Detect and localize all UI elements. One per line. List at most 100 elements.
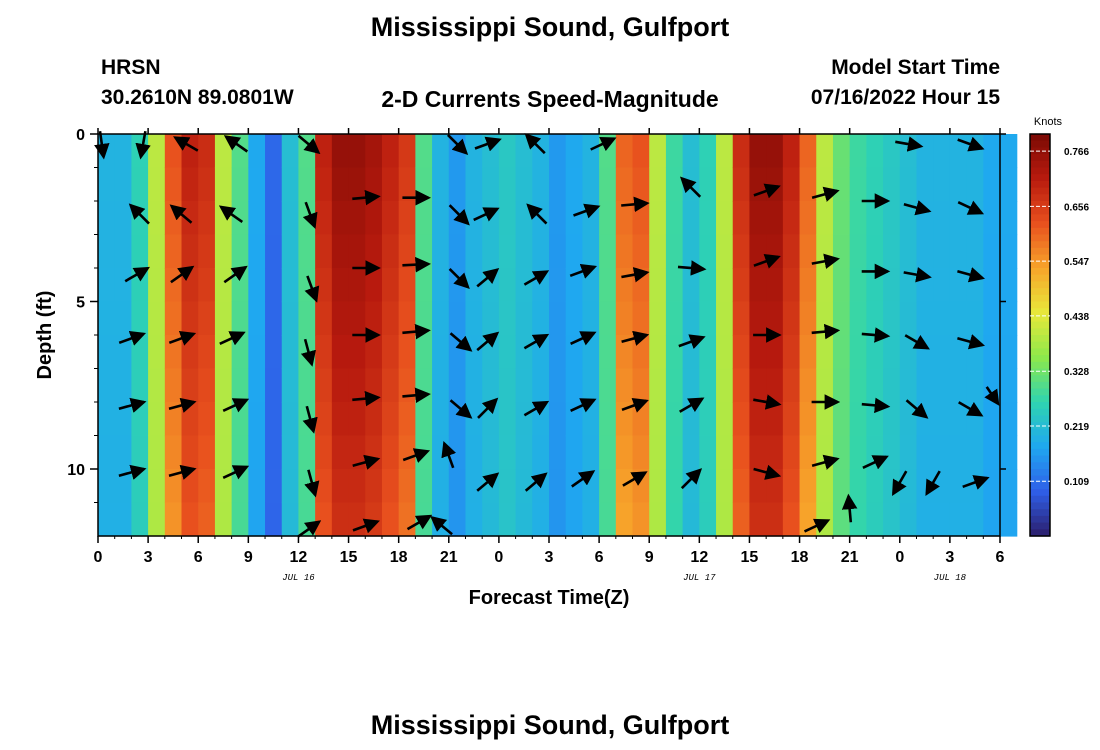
heatmap-cell — [148, 469, 166, 504]
heatmap-cell — [716, 335, 734, 370]
heatmap-cell — [716, 502, 734, 537]
colorbar-segment — [1030, 221, 1050, 229]
heatmap-cell — [181, 167, 199, 202]
colorbar-label: Knots — [1034, 116, 1063, 128]
heatmap-cell — [632, 402, 650, 437]
heatmap-cell — [315, 368, 333, 403]
heatmap-cell — [1000, 435, 1018, 470]
heatmap-cell — [682, 134, 700, 169]
heatmap-cell — [348, 167, 366, 202]
heatmap-cell — [415, 134, 433, 169]
heatmap-cell — [231, 435, 249, 470]
heatmap-cell — [498, 234, 517, 269]
heatmap-cell — [699, 134, 717, 169]
heatmap-cell — [632, 435, 650, 470]
x-tick-label: 6 — [595, 549, 604, 566]
heatmap-cell — [916, 435, 934, 470]
heatmap-cell — [866, 268, 884, 303]
heatmap-cell — [482, 234, 500, 269]
current-vector — [448, 267, 470, 290]
current-vector — [571, 470, 596, 488]
heatmap-cell — [515, 435, 533, 470]
heatmap-cell — [231, 234, 249, 269]
heatmap-cell — [265, 335, 283, 370]
heatmap-cell — [899, 502, 918, 537]
heatmap-cell — [849, 435, 867, 470]
colorbar-segment — [1030, 214, 1050, 222]
current-vector — [402, 387, 431, 404]
current-vector — [168, 331, 197, 346]
heatmap-cell — [716, 469, 734, 504]
current-vector — [449, 332, 473, 352]
heatmap-cell — [665, 335, 684, 370]
colorbar-segment — [1030, 288, 1050, 296]
colorbar-segment — [1030, 234, 1050, 242]
heatmap-cell — [682, 502, 700, 537]
colorbar-segment — [1030, 140, 1050, 148]
heatmap-cell — [816, 201, 834, 236]
colorbar-tick-label: 0.547 — [1064, 257, 1089, 268]
heatmap-cell — [398, 469, 416, 504]
heatmap-cell — [866, 234, 884, 269]
heatmap-cell — [398, 167, 416, 202]
date-label: JUL 16 — [282, 573, 315, 583]
current-vector — [173, 136, 199, 152]
current-vector — [679, 176, 702, 198]
heatmap-cell — [883, 368, 901, 403]
colorbar-segment — [1030, 469, 1050, 477]
heatmap-cell — [265, 201, 283, 236]
colorbar-segment — [1030, 515, 1050, 524]
colorbar-segment — [1030, 274, 1050, 282]
heatmap-cell — [549, 301, 567, 336]
heatmap-cell — [448, 469, 467, 504]
heatmap-cell — [164, 502, 183, 537]
heatmap-cell — [114, 402, 132, 437]
heatmap-cell — [749, 502, 767, 537]
heatmap-cell — [799, 435, 817, 470]
y-tick-label: 10 — [67, 462, 85, 479]
heatmap-cell — [599, 234, 617, 269]
heatmap-cell — [432, 301, 450, 336]
heatmap-cell — [181, 402, 199, 437]
colorbar-segment — [1030, 361, 1050, 370]
heatmap-cell — [498, 469, 517, 504]
heatmap-cell — [214, 502, 233, 537]
heatmap-cell — [348, 234, 366, 269]
y-tick-label: 5 — [76, 295, 85, 312]
heatmap-cell — [832, 167, 851, 202]
heatmap-cell — [716, 268, 734, 303]
heatmap-cell — [98, 234, 116, 269]
heatmap-cell — [164, 435, 183, 470]
station-code: HRSN — [101, 56, 161, 79]
colorbar-segment — [1030, 448, 1050, 457]
heatmap-cell — [782, 469, 801, 504]
heatmap-cell — [248, 335, 266, 370]
heatmap-cell — [281, 201, 300, 236]
heatmap-cell — [966, 167, 984, 202]
colorbar-segment — [1030, 348, 1050, 356]
heatmap-cell — [799, 368, 817, 403]
heatmap-cell — [699, 402, 717, 437]
axes: 0 3 6 9 12 15 18 21 0 3 6 9 12 15 18 21 0 3 6 JUL 16 JUL 17 J… — [67, 127, 1006, 583]
heatmap-cell — [381, 502, 400, 537]
heatmap-cell — [749, 201, 767, 236]
current-vector — [523, 333, 550, 350]
heatmap-cell — [866, 134, 884, 169]
colorbar-segment — [1030, 355, 1050, 363]
colorbar-segment — [1030, 201, 1050, 209]
heatmap-cell — [665, 234, 684, 269]
heatmap-cell — [632, 502, 650, 537]
colorbar-segment — [1030, 375, 1050, 383]
colorbar-segment — [1030, 442, 1050, 450]
current-vector — [523, 400, 550, 417]
heatmap-cell — [716, 167, 734, 202]
heatmap-cell — [983, 368, 1001, 403]
current-vector — [905, 399, 929, 419]
heatmap-cell — [716, 134, 734, 169]
heatmap-cell — [148, 335, 166, 370]
heatmap-cell — [515, 301, 533, 336]
heatmap-cell — [231, 201, 249, 236]
heatmap-cell — [532, 268, 550, 303]
current-vector — [811, 454, 840, 470]
heatmap-cell — [849, 502, 867, 537]
